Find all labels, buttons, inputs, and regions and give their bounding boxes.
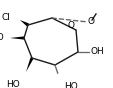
Polygon shape <box>20 20 29 26</box>
Text: O: O <box>87 17 94 26</box>
Text: O: O <box>67 21 74 29</box>
Text: HO: HO <box>63 82 77 88</box>
Text: Cl: Cl <box>2 13 11 23</box>
Polygon shape <box>26 57 33 72</box>
Text: HO: HO <box>0 34 4 43</box>
Polygon shape <box>10 36 24 40</box>
Text: HO: HO <box>6 80 20 88</box>
Text: OH: OH <box>90 48 104 56</box>
